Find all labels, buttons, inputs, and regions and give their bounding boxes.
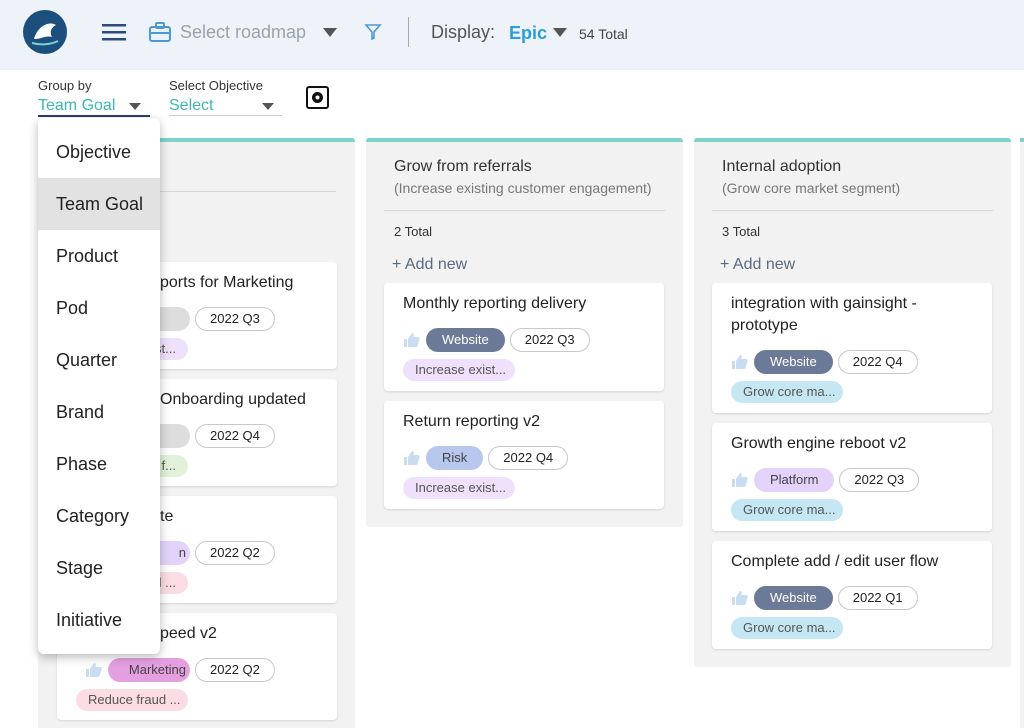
column-divider — [56, 191, 336, 192]
column-title: Grow from referrals — [394, 158, 532, 175]
card-title: Return reporting v2 — [403, 413, 540, 430]
tag-chip[interactable]: Marketing — [108, 658, 190, 682]
goal-chip[interactable]: Increase exist... — [403, 477, 515, 499]
menu-option[interactable]: Objective — [56, 142, 132, 162]
like-button[interactable] — [85, 662, 103, 678]
column-subtitle: (Increase existing customer engagement) — [394, 180, 652, 196]
quarter-chip[interactable]: 2022 Q3 — [839, 468, 920, 492]
quarter-chip[interactable]: 2022 Q4 — [488, 446, 569, 470]
chip-row: Website 2022 Q1 — [731, 585, 973, 611]
card[interactable]: Return reporting v2 Risk 2022 Q4 Increase e… — [384, 401, 664, 509]
display-value[interactable]: Epic — [509, 23, 548, 43]
next-column — [1020, 138, 1024, 728]
quarter-chip[interactable]: 2022 Q2 — [195, 541, 275, 565]
menu-option[interactable]: Stage — [56, 558, 104, 578]
like-button[interactable] — [403, 332, 421, 348]
group-by-underline — [38, 115, 150, 117]
column: Internal adoption (Grow core market segme… — [694, 138, 1011, 667]
chip-row: Platform 2022 Q3 — [731, 467, 973, 493]
menu-option[interactable]: Product — [56, 246, 119, 266]
chip-row: Website 2022 Q4 — [731, 349, 973, 375]
roadmap-caret[interactable] — [322, 26, 338, 38]
quarter-chip[interactable]: 2022 Q2 — [195, 658, 275, 682]
group-by-menu: Objective Team Goal Product Pod Quarter Brand… — [38, 118, 160, 654]
column-divider — [384, 210, 665, 211]
display-label: Display: — [431, 22, 496, 42]
column: Grow from referrals (Increase existing cu… — [366, 138, 683, 527]
quarter-chip[interactable]: 2022 Q3 — [509, 328, 590, 352]
card-title: Onboarding updated — [160, 391, 306, 408]
card[interactable]: Growth engine reboot v2 Platform 2022 Q3 Gr… — [712, 423, 992, 531]
card-title: Growth engine reboot v2 — [731, 435, 907, 452]
group-by-caret[interactable] — [128, 101, 142, 111]
like-button[interactable] — [731, 472, 749, 488]
card-title: peed v2 — [160, 625, 217, 642]
column-title: Internal adoption — [722, 158, 842, 175]
group-by-value[interactable]: Team Goal — [38, 97, 116, 114]
goal-chip[interactable]: Reduce fraud ... — [76, 689, 188, 711]
objective-underline — [169, 115, 282, 116]
tag-chip[interactable]: Website — [754, 350, 833, 374]
goal-chip[interactable]: Increase exist... — [403, 359, 515, 381]
settings-button[interactable] — [306, 86, 329, 109]
menu-option[interactable]: Pod — [56, 298, 89, 318]
like-button[interactable] — [403, 450, 421, 466]
tag-chip[interactable]: Risk — [426, 446, 484, 470]
card-title: ports for Marketing — [160, 274, 294, 291]
logo[interactable] — [22, 9, 68, 55]
quarter-chip[interactable]: 2022 Q3 — [195, 307, 275, 331]
chip-row: Website 2022 Q3 — [403, 327, 645, 353]
display-caret[interactable] — [552, 26, 568, 38]
card-title: Monthly reporting delivery — [403, 295, 587, 312]
roadmap-select[interactable]: Select roadmap — [180, 22, 307, 42]
menu-option[interactable]: Brand — [56, 402, 105, 422]
card-title: te — [160, 508, 174, 525]
like-button[interactable] — [731, 590, 749, 606]
quarter-chip[interactable]: 2022 Q4 — [195, 424, 275, 448]
tag-chip[interactable]: Website — [754, 586, 833, 610]
quarter-chip[interactable]: 2022 Q4 — [837, 350, 918, 374]
total-count: 54 Total — [579, 26, 628, 42]
column-total: 2 Total — [394, 224, 433, 239]
chip-row: Marketing 2022 Q2 — [85, 657, 318, 683]
goal-chip[interactable]: Grow core ma... — [731, 499, 843, 521]
menu-option[interactable]: Initiative — [56, 610, 123, 630]
chip-row: Risk 2022 Q4 — [403, 445, 645, 471]
menu-option[interactable]: Category — [56, 506, 130, 526]
like-button[interactable] — [731, 354, 749, 370]
menu-button[interactable] — [102, 22, 127, 42]
filter-button[interactable] — [364, 23, 382, 41]
column-subtitle: (Grow core market segment) — [722, 180, 901, 196]
objective-value[interactable]: Select — [169, 97, 214, 114]
menu-option[interactable]: Quarter — [56, 350, 118, 370]
roadmap-icon — [149, 22, 171, 42]
tag-chip[interactable]: Website — [426, 328, 505, 352]
add-new-button[interactable]: + Add new — [720, 256, 796, 273]
divider — [408, 17, 409, 47]
column-total: 3 Total — [722, 224, 761, 239]
goal-chip[interactable]: Grow core ma... — [731, 381, 843, 403]
card-title: integration with gainsight - prototype — [731, 295, 917, 334]
goal-chip[interactable]: Grow core ma... — [731, 617, 843, 639]
objective-caret[interactable] — [261, 101, 275, 111]
column-divider — [712, 210, 993, 211]
card[interactable]: integration with gainsight - prototype We… — [712, 283, 992, 413]
quarter-chip[interactable]: 2022 Q1 — [837, 586, 918, 610]
objective-label: Select Objective — [169, 78, 263, 93]
card-title: Complete add / edit user flow — [731, 553, 939, 570]
menu-option[interactable]: Phase — [56, 454, 108, 474]
card[interactable]: Monthly reporting delivery Website 2022 Q3… — [384, 283, 664, 391]
group-by-label: Group by — [38, 78, 92, 93]
add-new-button[interactable]: + Add new — [392, 256, 468, 273]
tag-chip[interactable]: Platform — [754, 468, 835, 492]
card[interactable]: Complete add / edit user flow Website 2022… — [712, 541, 992, 649]
menu-option[interactable]: Team Goal — [38, 178, 160, 230]
